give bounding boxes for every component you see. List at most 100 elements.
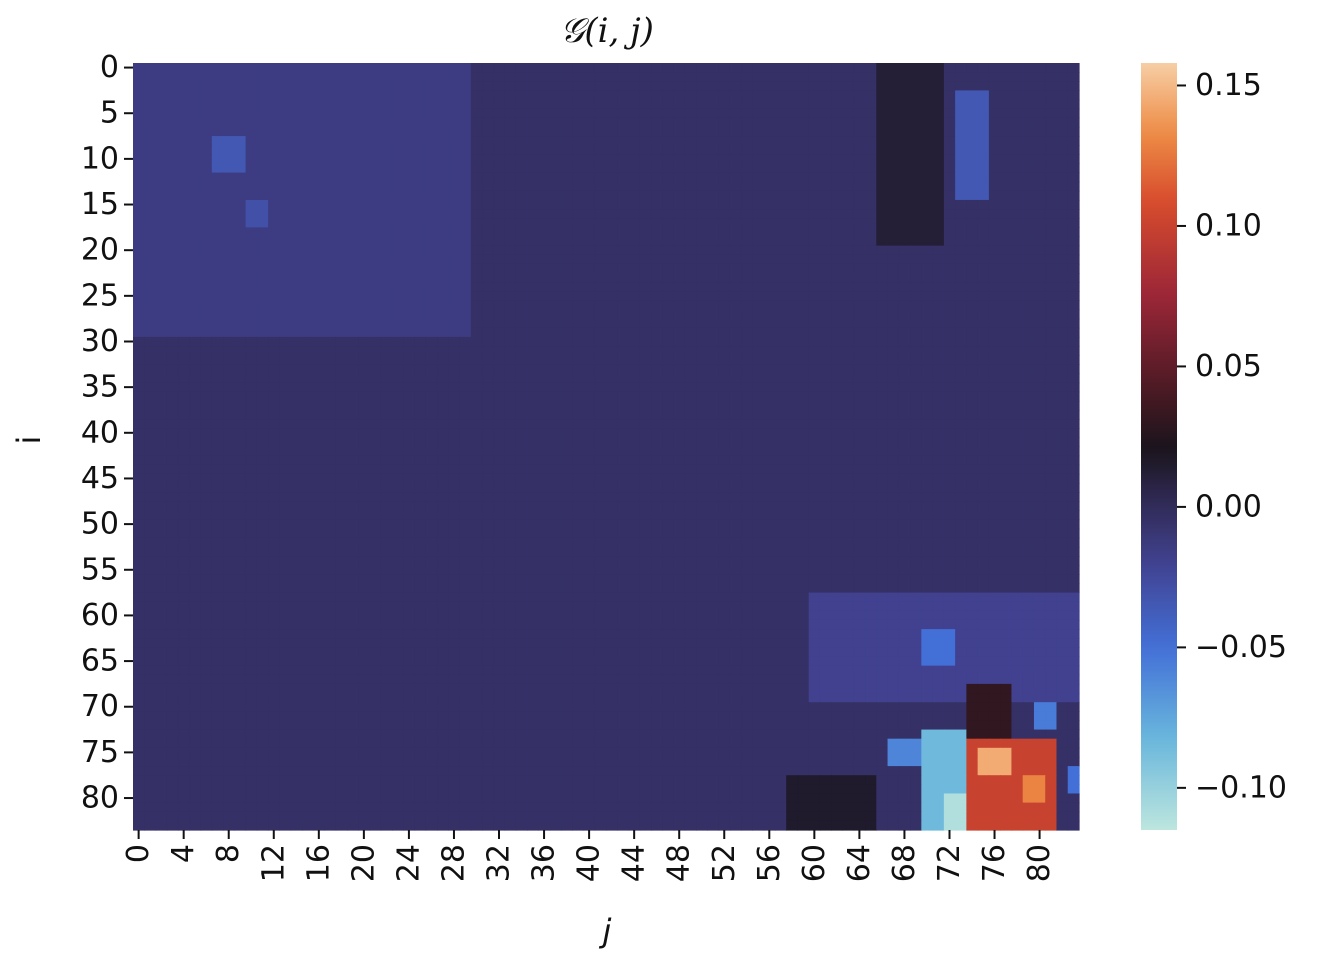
heatmap-cell [1056,209,1069,219]
heatmap-cell [842,336,855,347]
heatmap-cell [144,282,157,292]
heatmap-cell [606,273,618,283]
heatmap-cell [707,419,720,429]
heatmap-cell [774,583,787,594]
heatmap-cell [268,528,280,539]
heatmap-cell [921,190,934,201]
heatmap-cell [673,510,686,521]
heatmap-cell [144,574,157,585]
heatmap-cell [313,99,326,110]
heatmap-cell [639,254,652,265]
heatmap-cell [346,282,359,292]
heatmap-cell [729,583,742,594]
heatmap-cell [358,391,371,402]
heatmap-cell [977,90,990,101]
heatmap-cell [662,528,675,539]
heatmap-cell [425,81,438,91]
heatmap-cell [369,72,382,82]
heatmap-cell [358,336,371,347]
heatmap-cell [268,145,280,155]
heatmap-cell [932,154,945,165]
heatmap-cell [178,382,190,393]
heatmap-cell [594,400,607,411]
heatmap-cell [380,400,393,411]
heatmap-cell [223,282,235,292]
heatmap-cell [684,391,697,402]
heatmap-cell [977,99,990,110]
heatmap-cell [268,218,280,228]
heatmap-cell [1000,373,1013,384]
heatmap-cell [988,282,1001,292]
heatmap-cell [313,473,326,484]
heatmap-cell [482,199,494,210]
heatmap-cell [673,400,686,411]
heatmap-cell [313,199,326,210]
heatmap-cell [662,409,675,420]
heatmap-cell [560,419,573,429]
heatmap-cell [493,537,506,548]
heatmap-cell [335,519,348,530]
heatmap-cell [392,126,404,137]
heatmap-cell [549,501,562,512]
heatmap-cell [324,254,337,265]
heatmap-cell [133,282,145,292]
heatmap-cell [1022,99,1035,110]
heatmap-cell [549,492,562,502]
heatmap-cell [560,565,573,575]
heatmap-cell [617,437,630,448]
heatmap-cell [1056,108,1069,119]
heatmap-cell [504,218,517,228]
heatmap-cell [504,437,517,448]
heatmap-cell [279,309,292,320]
heatmap-cell [1056,528,1069,539]
heatmap-cell [200,136,213,146]
heatmap-cell [628,163,641,174]
heatmap-cell [178,126,190,137]
heatmap-cell [741,464,753,475]
heatmap-cell [1045,382,1058,393]
heatmap-cell [786,437,799,448]
heatmap-cell [1000,409,1013,420]
heatmap-cell [346,63,359,73]
heatmap-cell [910,181,922,192]
heatmap-cell [662,309,675,320]
heatmap-cell [425,181,438,192]
heatmap-cell [380,126,393,137]
heatmap-cell [144,90,157,101]
heatmap-cell [256,282,269,292]
heatmap-cell [178,318,190,329]
heatmap-cell [493,565,506,575]
heatmap-cell [482,154,494,165]
heatmap-cell [887,583,900,594]
heatmap-cell [301,190,314,201]
heatmap-cell [831,209,844,219]
heatmap-cell [211,99,224,110]
heatmap-cell [876,209,889,219]
heatmap-cell [774,273,787,283]
heatmap-cell [279,254,292,265]
heatmap-cell [673,117,686,128]
heatmap-cell [301,528,314,539]
heatmap-cell [549,391,562,402]
heatmap-cell [594,227,607,238]
heatmap-cell [639,528,652,539]
heatmap-cell [707,473,720,484]
heatmap-cell [245,199,258,210]
heatmap-cell [437,154,449,165]
heatmap-cell [786,382,799,393]
heatmap-cell [369,163,382,174]
heatmap-cell [696,309,708,320]
heatmap-cell [786,90,799,101]
heatmap-cell [313,364,326,375]
heatmap-cell [459,318,472,329]
heatmap-cell [572,126,585,137]
heatmap-cell [943,172,956,183]
heatmap-cell [752,163,765,174]
heatmap-cell [876,318,889,329]
heatmap-cell [606,346,618,356]
heatmap-cell [1067,565,1080,575]
heatmap-cell [470,291,483,301]
heatmap-cell [144,546,157,557]
heatmap-cell [572,90,585,101]
heatmap-cell [583,565,596,575]
